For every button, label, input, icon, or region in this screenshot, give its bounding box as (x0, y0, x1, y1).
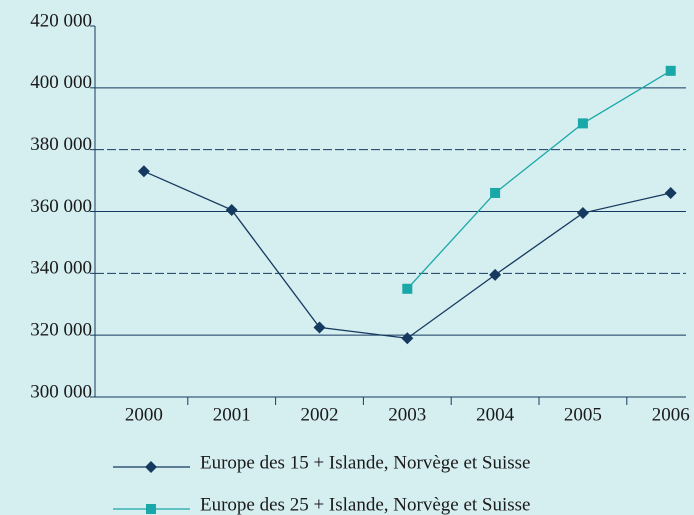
series-line (143, 170, 671, 339)
legend-marker (146, 504, 156, 514)
x-tick-label: 2005 (564, 404, 602, 425)
y-tick-label: 360 000 (30, 196, 92, 217)
data-point (664, 186, 677, 199)
y-tick-label: 340 000 (30, 258, 92, 279)
legend-label: Europe des 15 + Islande, Norvège et Suis… (200, 452, 530, 473)
legend-label: Europe des 25 + Islande, Norvège et Suis… (200, 494, 530, 515)
data-point (401, 332, 414, 345)
data-point (665, 65, 676, 76)
x-tick-label: 2002 (301, 404, 339, 425)
series-line (406, 70, 672, 290)
y-tick-label: 380 000 (30, 134, 92, 155)
data-point (576, 207, 589, 220)
data-point (313, 321, 326, 334)
data-point (137, 165, 150, 178)
data-point (577, 118, 588, 129)
x-tick-label: 2000 (125, 404, 163, 425)
data-point (490, 187, 501, 198)
x-tick-label: 2001 (213, 404, 251, 425)
legend-marker (145, 461, 157, 473)
data-point (489, 268, 502, 281)
data-point (225, 203, 238, 216)
y-tick-label: 300 000 (30, 381, 92, 402)
y-tick-label: 420 000 (30, 10, 92, 31)
x-tick-label: 2003 (388, 404, 426, 425)
y-tick-label: 400 000 (30, 72, 92, 93)
x-tick-label: 2004 (476, 404, 515, 425)
data-point (402, 283, 413, 294)
y-tick-label: 320 000 (30, 320, 92, 341)
x-tick-label: 2006 (652, 404, 690, 425)
